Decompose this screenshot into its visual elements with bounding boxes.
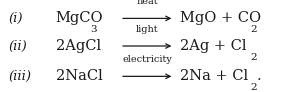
Text: MgCO: MgCO (56, 11, 103, 25)
Text: 3: 3 (91, 25, 97, 34)
Text: 2Ag + Cl: 2Ag + Cl (180, 39, 247, 53)
Text: electricity: electricity (122, 55, 172, 64)
Text: 2: 2 (250, 83, 257, 92)
Text: heat: heat (137, 0, 158, 6)
Text: (ii): (ii) (9, 39, 28, 53)
Text: 2AgCl: 2AgCl (56, 39, 101, 53)
Text: 2: 2 (250, 25, 257, 34)
Text: 2NaCl: 2NaCl (56, 69, 103, 83)
Text: .: . (256, 69, 261, 83)
Text: light: light (136, 25, 159, 34)
Text: (iii): (iii) (9, 70, 32, 83)
Text: MgO + CO: MgO + CO (180, 11, 261, 25)
Text: (i): (i) (9, 12, 23, 25)
Text: 2Na + Cl: 2Na + Cl (180, 69, 248, 83)
Text: 2: 2 (250, 53, 257, 62)
